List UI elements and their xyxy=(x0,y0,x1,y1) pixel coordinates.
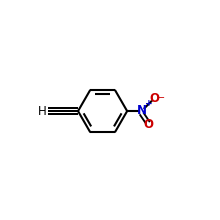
Text: −: − xyxy=(157,93,165,103)
Text: H: H xyxy=(38,104,46,118)
Text: O: O xyxy=(149,92,159,105)
Text: O: O xyxy=(143,119,153,132)
Text: +: + xyxy=(145,99,152,108)
Text: N: N xyxy=(137,104,147,117)
